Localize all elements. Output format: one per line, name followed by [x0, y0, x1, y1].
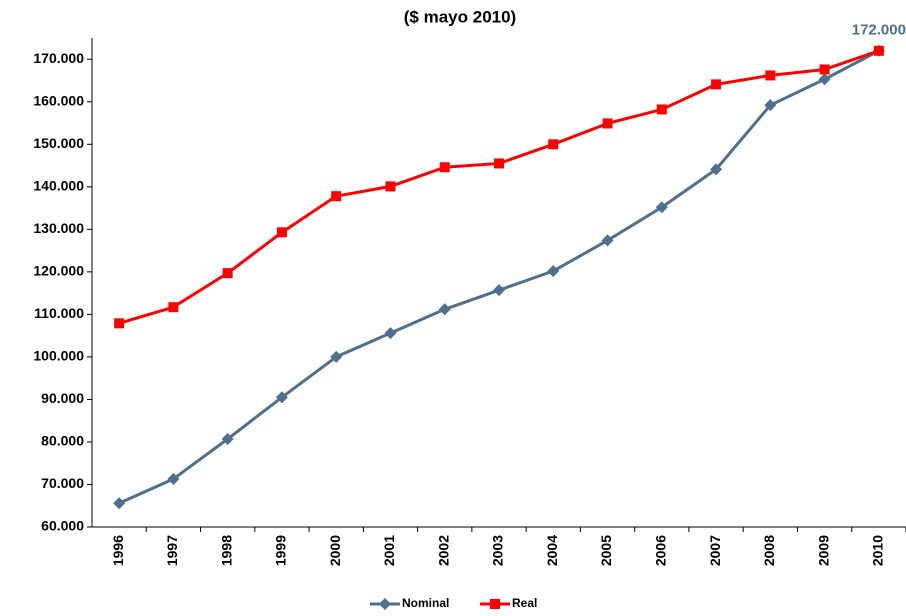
point	[276, 227, 287, 238]
y-tick-label: 140.000	[33, 178, 84, 194]
point	[168, 302, 179, 313]
y-tick-label: 70.000	[41, 475, 84, 491]
y-tick-label: 160.000	[33, 92, 84, 108]
legend-marker	[379, 598, 391, 610]
y-tick-label: 110.000	[34, 305, 84, 321]
x-tick-label: 2009	[815, 535, 831, 566]
point	[113, 497, 126, 510]
point	[330, 350, 343, 363]
x-tick-label: 2010	[870, 535, 886, 566]
y-tick-label: 130.000	[33, 220, 84, 236]
point	[384, 327, 397, 340]
x-tick-label: 2006	[653, 535, 669, 566]
point	[764, 99, 777, 112]
x-tick-label: 2001	[381, 535, 397, 566]
y-tick-label: 120.000	[33, 263, 84, 279]
series-line	[118, 49, 880, 505]
point	[385, 181, 396, 192]
point	[114, 318, 125, 329]
y-tick-label: 170.000	[33, 50, 84, 66]
x-tick-label: 1997	[164, 535, 180, 566]
x-tick-label: 1998	[218, 535, 234, 566]
point	[222, 268, 233, 279]
x-tick-label: 2000	[327, 535, 343, 566]
x-tick-label: 2002	[435, 535, 451, 566]
point	[494, 158, 504, 169]
point	[547, 265, 560, 278]
y-tick-label: 80.000	[41, 433, 84, 449]
point	[602, 118, 613, 129]
x-tick-label: 2008	[761, 535, 777, 566]
point	[601, 234, 614, 247]
y-tick-label: 90.000	[41, 390, 84, 406]
data-label: 172.000	[852, 22, 906, 39]
point	[438, 303, 451, 316]
point	[765, 70, 776, 81]
x-tick-label: 2007	[707, 535, 723, 566]
point	[818, 73, 831, 86]
point	[819, 64, 830, 75]
point	[493, 284, 505, 297]
x-tick-label: 1996	[110, 535, 126, 566]
x-tick-label: 2003	[490, 535, 506, 566]
point	[710, 163, 723, 176]
legend-label: Real	[512, 596, 537, 610]
legend-label: Nominal	[402, 596, 449, 610]
x-tick-label: 2005	[598, 535, 614, 566]
point	[655, 201, 668, 214]
y-tick-label: 60.000	[41, 518, 84, 534]
point	[873, 45, 884, 56]
x-tick-label: 2004	[544, 535, 560, 566]
legend-marker	[490, 599, 500, 609]
point	[275, 391, 288, 404]
x-tick-label: 1999	[273, 535, 289, 566]
point	[711, 79, 722, 90]
y-tick-label: 150.000	[33, 135, 84, 151]
series-line	[118, 49, 880, 325]
point	[331, 191, 342, 202]
point	[167, 472, 180, 485]
chart-title: ($ mayo 2010)	[404, 7, 516, 26]
point	[656, 104, 667, 115]
y-tick-label: 100.000	[33, 348, 84, 364]
point	[439, 162, 450, 173]
point	[221, 432, 234, 445]
point	[548, 139, 559, 150]
